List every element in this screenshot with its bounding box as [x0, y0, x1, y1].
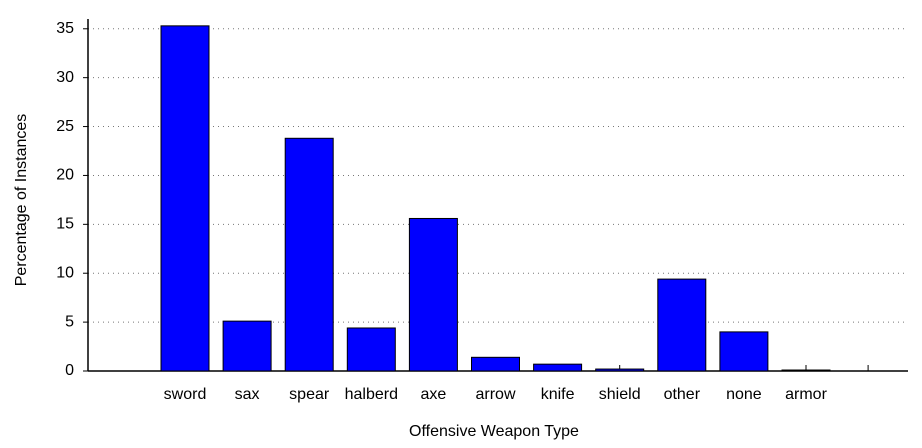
bar — [284, 137, 334, 372]
bar — [222, 320, 272, 372]
x-tick-label: sword — [164, 386, 207, 403]
x-tick-label: other — [664, 386, 701, 403]
bar — [346, 327, 396, 372]
y-tick-label: 30 — [56, 69, 74, 86]
bar — [533, 363, 583, 372]
x-tick-label: axe — [421, 386, 447, 403]
x-tick-label: sax — [235, 386, 260, 403]
x-tick-label: halberd — [345, 386, 398, 403]
y-axis-label: Percentage of Instances — [13, 114, 30, 287]
bar — [160, 25, 210, 372]
bar — [471, 356, 520, 372]
bar — [781, 369, 831, 372]
y-tick-label: 15 — [56, 216, 74, 233]
x-tick-label: shield — [599, 386, 641, 403]
y-tick-label: 0 — [65, 362, 74, 379]
y-tick-label: 5 — [65, 313, 74, 330]
bar — [719, 331, 769, 372]
y-tick-label: 10 — [56, 264, 74, 281]
x-tick-label: arrow — [475, 386, 515, 403]
x-tick-label: knife — [541, 386, 575, 403]
x-axis-label: Offensive Weapon Type — [409, 423, 579, 440]
bar — [595, 368, 645, 372]
x-tick-label: none — [726, 386, 762, 403]
y-tick-label: 35 — [56, 20, 74, 37]
x-tick-label: armor — [785, 386, 827, 403]
x-tick-label: spear — [289, 386, 330, 403]
bar — [657, 278, 707, 372]
y-tick-label: 20 — [56, 167, 74, 184]
y-tick-label: 25 — [56, 118, 74, 135]
bar — [408, 217, 458, 372]
